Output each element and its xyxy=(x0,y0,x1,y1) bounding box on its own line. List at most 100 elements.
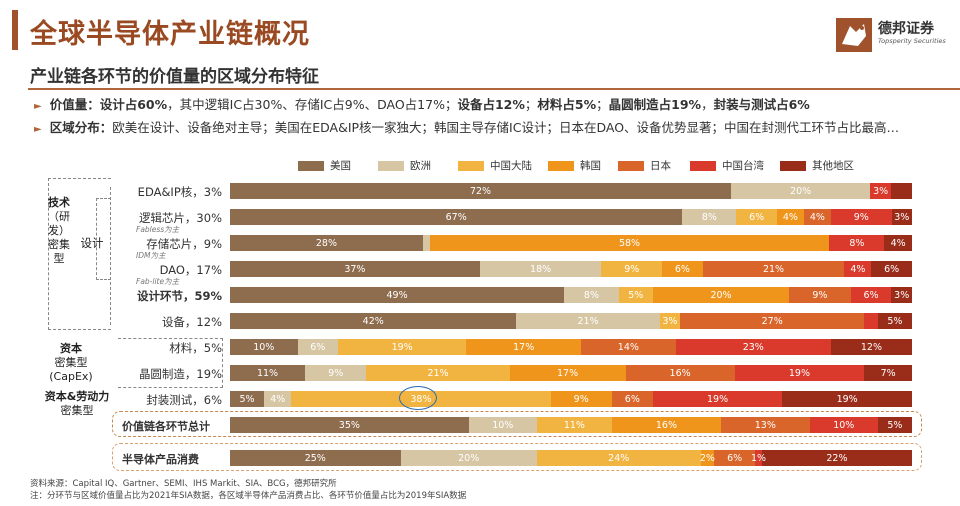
data-label: 9% xyxy=(812,289,828,301)
page-subtitle: 产业链各环节的价值量的区域分布特征 xyxy=(30,67,319,87)
data-label: 19% xyxy=(391,341,413,353)
data-label: 16% xyxy=(655,419,677,431)
data-label: 5% xyxy=(628,289,644,301)
legend-label: 美国 xyxy=(330,160,351,172)
bar-segment xyxy=(422,235,430,251)
stacked-bar: 28% 58% 8% 4% xyxy=(230,235,912,251)
bar-segment: 6% xyxy=(297,339,339,355)
bar-segment: 6% xyxy=(662,261,703,277)
data-label: 4% xyxy=(270,393,286,405)
legend-item: 中国大陆 xyxy=(458,158,532,173)
data-label: 6% xyxy=(624,393,640,405)
bar-segment: 8% xyxy=(829,235,885,251)
legend-label: 中国大陆 xyxy=(490,160,532,172)
bullet-text: 设计占60%，其中逻辑IC占30%、存储IC占9%、DAO占17%；设备占12%… xyxy=(100,97,810,112)
bar-segment: 13% xyxy=(721,417,810,433)
row-label: 封装测试，6% xyxy=(146,393,222,407)
bar-segment: 5% xyxy=(877,417,912,433)
data-label: 3% xyxy=(894,211,910,223)
bar-segment: 23% xyxy=(675,339,831,355)
data-label: 8% xyxy=(849,237,865,249)
data-label: 3% xyxy=(662,315,678,327)
data-label: 4% xyxy=(809,211,825,223)
data-label: 9% xyxy=(328,367,344,379)
data-label: 9% xyxy=(573,393,589,405)
data-label: 17% xyxy=(557,367,579,379)
bar-segment: 21% xyxy=(366,365,510,381)
data-label: 19% xyxy=(707,393,729,405)
data-label: 7% xyxy=(880,367,896,379)
data-label: 21% xyxy=(762,263,785,275)
bar-segment: 5% xyxy=(618,287,653,303)
data-label: 6% xyxy=(310,341,326,353)
bar-segment: 38% xyxy=(291,391,551,407)
group-label-tech: 技术 （研发） 密集型 xyxy=(48,196,70,266)
bullet-emphasis: 晶圆制造占19% xyxy=(608,97,702,112)
bar-segment: 4% xyxy=(844,261,872,277)
company-logo-en: Topsperity Securities xyxy=(878,37,946,45)
data-label: 11% xyxy=(563,419,585,431)
row-label: 存储芯片，9% xyxy=(146,237,222,251)
bar-segment: 9% xyxy=(830,209,892,225)
data-label: 10% xyxy=(253,341,275,353)
bar-segment: 22% xyxy=(761,450,912,466)
data-label: 2% xyxy=(699,452,715,464)
group-label-tech-paren: （研发） xyxy=(48,210,70,237)
bar-segment: 6% xyxy=(611,391,653,407)
bullet-arrow-icon: ► xyxy=(34,101,42,112)
bar-segment xyxy=(864,313,878,329)
bar-segment: 20% xyxy=(652,287,790,303)
page-title: 全球半导体产业链概况 xyxy=(30,19,310,50)
legend-label: 中国台湾 xyxy=(722,160,764,172)
capital-group-bracket xyxy=(118,338,223,388)
bullet-emphasis: 设计占60% xyxy=(99,97,168,112)
legend-swatch xyxy=(458,160,484,171)
row-label: 设计环节，59% xyxy=(136,289,222,303)
data-label: 20% xyxy=(790,185,812,197)
bar-segment: 67% xyxy=(230,209,683,225)
stacked-bar: 10% 6% 19% 17% 14% 23% 12% xyxy=(230,339,912,355)
bar-segment: 2% xyxy=(699,450,715,466)
data-label: 8% xyxy=(701,211,717,223)
group-label-tech-rest: 密集型 xyxy=(48,238,70,265)
data-label: 10% xyxy=(492,419,514,431)
group-label-labor-rest: 密集型 xyxy=(60,404,94,417)
data-label: 19% xyxy=(788,367,810,379)
group-label-labor-bold: 资本&劳动力 xyxy=(44,390,110,403)
bullet-emphasis: 封装与测试占6% xyxy=(713,97,810,112)
group-label-capital: 资本 密集型 (CapEx) xyxy=(36,342,106,384)
company-logo-text: 德邦证券 xyxy=(878,21,934,37)
bullet-text: 欧美在设计、设备绝对主导；美国在EDA&IP核一家独大；韩国主导存储IC设计；日… xyxy=(112,120,900,135)
bullet-label: 价值量： xyxy=(49,97,100,112)
row-label: EDA&IP核，3% xyxy=(137,185,222,199)
legend-label: 韩国 xyxy=(580,160,601,172)
legend-item: 欧洲 xyxy=(378,158,431,173)
bar-segment: 7% xyxy=(864,365,912,381)
data-label: 6% xyxy=(674,263,690,275)
stacked-bar: 42% 21% 3% 27% 5% xyxy=(230,313,912,329)
data-label: 21% xyxy=(427,367,449,379)
bar-segment: 4% xyxy=(776,209,804,225)
legend-swatch xyxy=(378,160,404,171)
bullet-label: 区域分布： xyxy=(49,120,113,135)
data-label: 9% xyxy=(624,263,640,275)
data-label: 12% xyxy=(860,341,882,353)
bar-segment: 9% xyxy=(305,365,367,381)
bar-segment: 19% xyxy=(652,391,783,407)
data-label: 4% xyxy=(782,211,798,223)
bullet-arrow-icon: ► xyxy=(34,124,42,135)
bar-segment: 27% xyxy=(680,313,865,329)
bar-segment: 37% xyxy=(230,261,480,277)
group-label-labor: 资本&劳动力 密集型 xyxy=(38,390,116,418)
row-model-tag: Fab-lite为主 xyxy=(136,277,180,286)
legend-swatch xyxy=(690,160,716,171)
data-label: 24% xyxy=(608,452,630,464)
row-model-tag: IDM为主 xyxy=(136,251,166,260)
stacked-bar: 25% 20% 24% 2% 6% 1% 22% xyxy=(230,450,912,466)
data-label: 67% xyxy=(445,211,467,223)
bar-segment: 6% xyxy=(736,209,777,225)
row-label: 晶圆制造，19% xyxy=(138,367,222,381)
design-sub-bracket xyxy=(96,198,111,280)
footnote-source: 资料来源：Capital IQ、Gartner、SEMI、IHS Markit、… xyxy=(30,479,337,489)
stacked-bar: 37% 18% 9% 6% 21% 4% 6% xyxy=(230,261,912,277)
